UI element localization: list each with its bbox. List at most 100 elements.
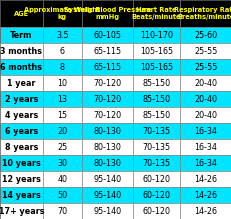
Bar [133,123,180,139]
Bar [43,91,82,107]
Bar [43,123,82,139]
Text: Respiratory Rate
Breaths/minute: Respiratory Rate Breaths/minute [174,7,231,20]
Text: 60-120: 60-120 [143,175,170,184]
Text: 105-165: 105-165 [140,47,173,56]
Bar [43,155,82,171]
Text: 20-40: 20-40 [194,111,217,120]
Text: 3.5: 3.5 [56,31,69,40]
Bar [0,123,43,139]
Bar [180,27,231,43]
Bar [0,91,43,107]
Text: 16-34: 16-34 [194,127,217,136]
Bar [82,155,133,171]
Bar [180,43,231,59]
Bar [0,0,43,27]
Text: 105-165: 105-165 [140,63,173,72]
Bar [82,27,133,43]
Text: 25-60: 25-60 [194,31,217,40]
Text: 95-140: 95-140 [93,207,122,215]
Bar [180,139,231,155]
Bar [43,0,82,27]
Text: 10 years: 10 years [2,159,41,168]
Text: Systolic Blood Pressure
mmHg: Systolic Blood Pressure mmHg [64,7,151,20]
Text: 50: 50 [57,191,67,200]
Bar [180,75,231,91]
Bar [82,91,133,107]
Bar [133,43,180,59]
Text: 3 months: 3 months [0,47,42,56]
Text: 14-26: 14-26 [194,175,217,184]
Text: 20: 20 [57,127,67,136]
Bar [133,171,180,187]
Text: 6 years: 6 years [5,127,38,136]
Bar [82,75,133,91]
Bar [82,171,133,187]
Bar [133,155,180,171]
Bar [82,59,133,75]
Bar [180,91,231,107]
Text: 8 years: 8 years [5,143,38,152]
Text: 2 years: 2 years [5,95,38,104]
Text: 16-34: 16-34 [194,143,217,152]
Bar [43,171,82,187]
Text: Term: Term [10,31,33,40]
Bar [0,187,43,203]
Bar [43,75,82,91]
Bar [43,27,82,43]
Text: 80-130: 80-130 [94,127,121,136]
Bar [43,203,82,219]
Bar [43,139,82,155]
Bar [133,187,180,203]
Bar [43,43,82,59]
Text: Heart Rate
Beats/minute: Heart Rate Beats/minute [132,7,181,20]
Text: 25-55: 25-55 [194,63,217,72]
Text: 16-34: 16-34 [194,159,217,168]
Text: 70-135: 70-135 [143,159,170,168]
Bar [0,75,43,91]
Text: 8: 8 [60,63,65,72]
Bar [133,91,180,107]
Bar [180,107,231,123]
Bar [82,139,133,155]
Text: 70-120: 70-120 [93,79,122,88]
Text: 70-120: 70-120 [93,111,122,120]
Text: 85-150: 85-150 [143,79,170,88]
Text: 1 year: 1 year [7,79,36,88]
Bar [133,27,180,43]
Text: 13: 13 [57,95,67,104]
Bar [133,75,180,91]
Text: 14-26: 14-26 [194,207,217,215]
Text: 65-115: 65-115 [93,63,122,72]
Text: 70-135: 70-135 [143,127,170,136]
Bar [43,187,82,203]
Text: 70: 70 [57,207,67,215]
Bar [82,107,133,123]
Text: 4 years: 4 years [5,111,38,120]
Bar [180,123,231,139]
Bar [0,155,43,171]
Text: 65-115: 65-115 [93,47,122,56]
Text: 12 years: 12 years [2,175,41,184]
Bar [0,203,43,219]
Text: 95-140: 95-140 [93,175,122,184]
Bar [180,203,231,219]
Bar [133,203,180,219]
Text: 17+ years: 17+ years [0,207,44,215]
Text: 14-26: 14-26 [194,191,217,200]
Bar [82,187,133,203]
Bar [0,27,43,43]
Text: 80-130: 80-130 [94,159,121,168]
Bar [0,59,43,75]
Bar [180,171,231,187]
Bar [43,59,82,75]
Text: 20-40: 20-40 [194,95,217,104]
Text: 85-150: 85-150 [143,95,170,104]
Text: 70-135: 70-135 [143,143,170,152]
Bar [133,139,180,155]
Bar [0,139,43,155]
Bar [82,123,133,139]
Text: 6 months: 6 months [0,63,42,72]
Text: 60-105: 60-105 [93,31,122,40]
Text: 30: 30 [57,159,67,168]
Bar [180,187,231,203]
